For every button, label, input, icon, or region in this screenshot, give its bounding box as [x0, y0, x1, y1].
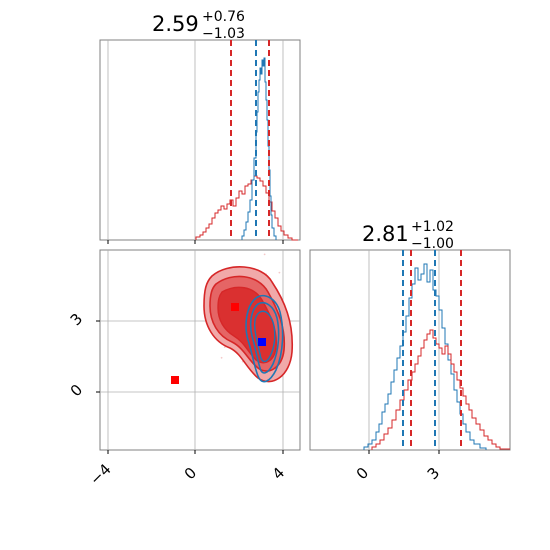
- title-lower-error: −1.03: [202, 26, 245, 42]
- marginal-histogram-param1: 2.59 +0.76 −1.03: [99, 9, 301, 244]
- title-median: 2.59: [152, 12, 199, 36]
- y-tick-label: 0: [67, 381, 86, 400]
- x-tick-label: 3: [424, 464, 443, 483]
- y-tick-label: 3: [67, 310, 86, 329]
- contour-blue: [245, 294, 284, 383]
- sample-point: [220, 356, 223, 359]
- sample-point: [263, 253, 266, 256]
- sample-point: [278, 271, 281, 274]
- histogram-red: [371, 329, 510, 450]
- marginal-histogram-param2: 0 3 2.81 +1.02 −1.00: [309, 219, 511, 483]
- marginal-title-param1: 2.59 +0.76 −1.03: [152, 9, 245, 42]
- marker-red-square: [171, 376, 179, 384]
- contour-blue-middle: [249, 302, 280, 374]
- title-upper-error: +1.02: [411, 219, 454, 235]
- title-upper-error: +0.76: [202, 9, 245, 25]
- joint-scatter-panel: −4 0 4 3 0: [67, 249, 301, 489]
- histogram-blue: [363, 263, 487, 450]
- histogram-red: [195, 175, 298, 241]
- title-median: 2.81: [362, 222, 409, 246]
- contour-red: [203, 266, 294, 383]
- contour-blue-outer: [245, 294, 284, 383]
- marker-blue-square: [258, 338, 266, 346]
- x-tick-label: 0: [353, 464, 372, 483]
- marginal-title-param2: 2.81 +1.02 −1.00: [362, 219, 454, 252]
- title-lower-error: −1.00: [411, 236, 454, 252]
- x-tick-label: −4: [86, 460, 114, 488]
- x-tick-label: 0: [181, 464, 200, 483]
- contour-blue-inner: [253, 310, 276, 363]
- marker-red-square: [231, 303, 239, 311]
- axes-frame: [99, 39, 301, 241]
- x-tick-label: 4: [269, 464, 288, 483]
